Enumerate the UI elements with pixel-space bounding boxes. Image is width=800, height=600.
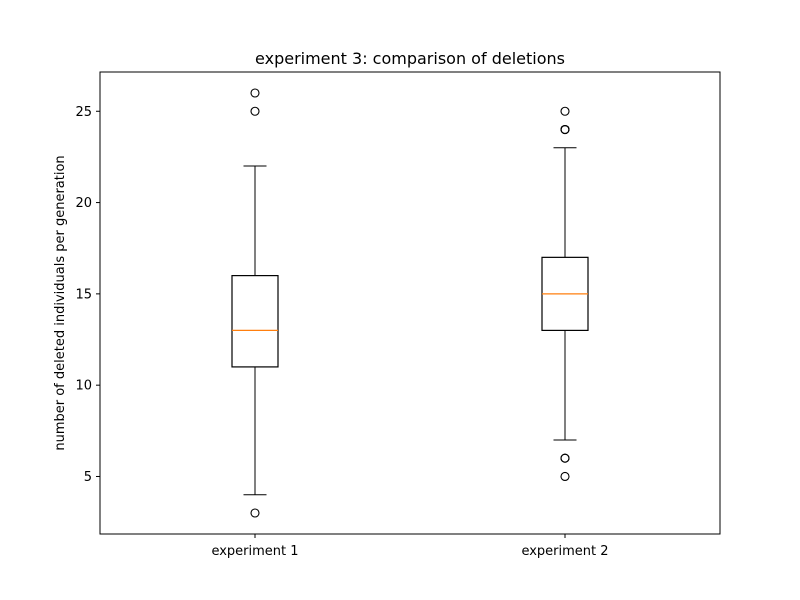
outlier-point [560,124,570,135]
chart-title: experiment 3: comparison of deletions [255,49,565,68]
y-tick-label: 10 [75,379,92,394]
outlier-point [250,508,260,518]
plot-area: 5 10 15 20 25 experiment 1 experiment 2 [75,88,609,559]
x-tick-label: experiment 1 [211,544,298,559]
y-tick-label: 5 [84,470,92,485]
outlier-point [560,471,570,482]
y-tick-label: 20 [75,196,92,211]
axes-frame [99,71,721,535]
outlier-point [560,453,570,463]
interquartile-box [231,275,279,368]
outlier-point [250,106,260,116]
outlier-point [560,106,570,116]
y-axis-label: number of deleted individuals per genera… [53,155,68,450]
x-tick-label: experiment 2 [521,544,608,559]
y-tick-label: 25 [75,105,92,120]
outlier-point [250,88,260,98]
y-tick-label: 15 [75,287,92,302]
